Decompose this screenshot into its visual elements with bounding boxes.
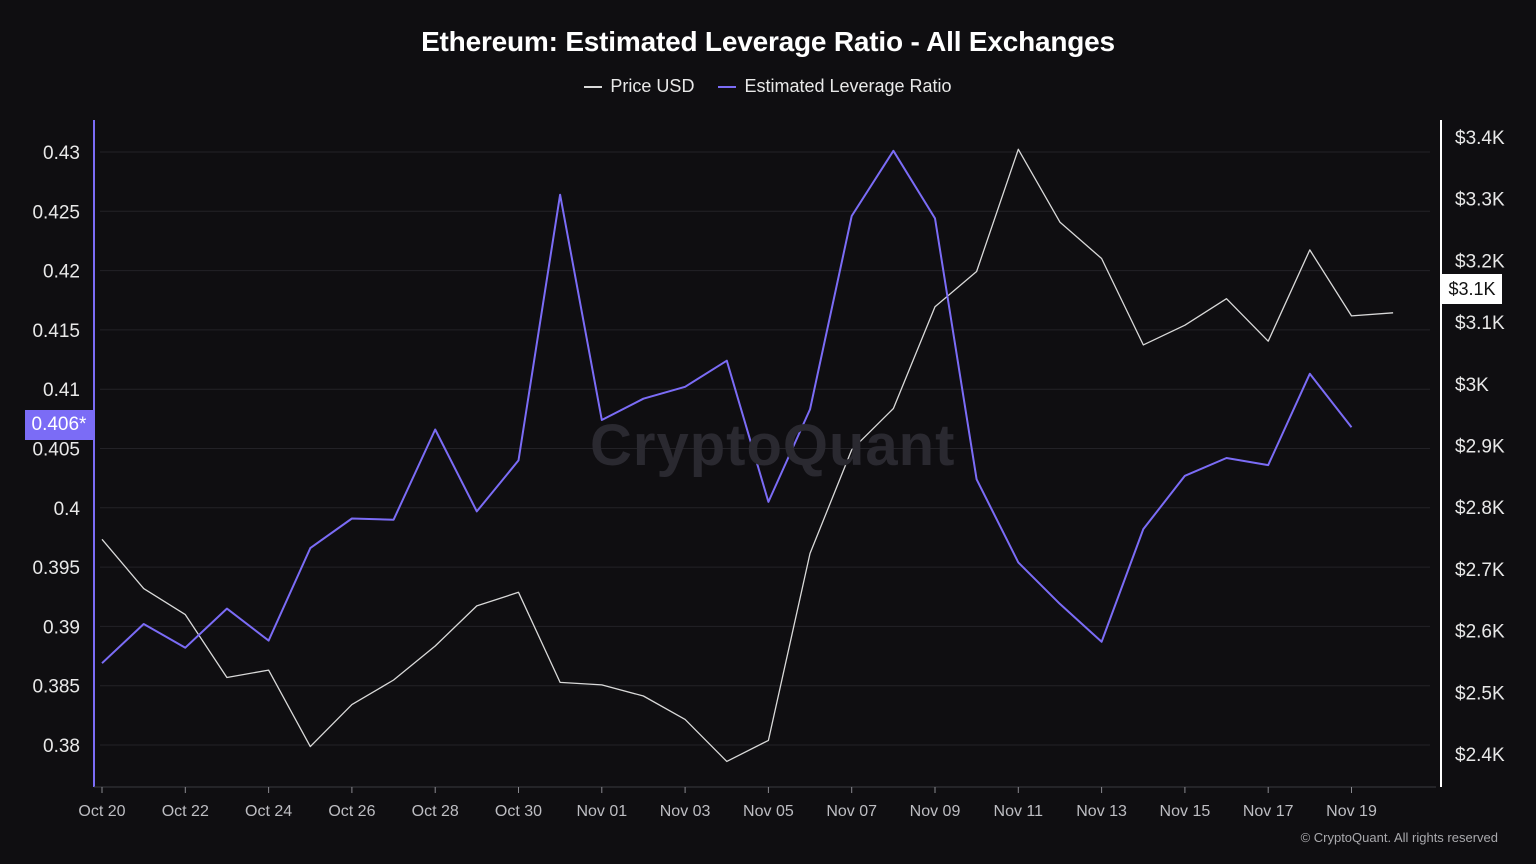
legend-label-leverage: Estimated Leverage Ratio xyxy=(744,76,952,96)
right-tick-label: $3.2K xyxy=(1455,251,1505,272)
x-tick-label: Nov 03 xyxy=(660,803,711,820)
right-tick-label: $3.1K xyxy=(1455,313,1505,334)
x-tick-label: Oct 24 xyxy=(245,803,292,820)
left-axis-current-value-tag: 0.406* xyxy=(25,410,93,440)
x-tick-label: Nov 01 xyxy=(576,803,627,820)
left-tick-label: 0.405 xyxy=(32,440,80,461)
chart-title: Ethereum: Estimated Leverage Ratio - All… xyxy=(421,26,1115,57)
watermark: CryptoQuant xyxy=(590,413,956,478)
x-tick-label: Nov 11 xyxy=(994,803,1044,820)
legend-swatch-price xyxy=(584,85,603,88)
legend-label-price: Price USD xyxy=(610,76,695,96)
x-tick-label: Nov 17 xyxy=(1243,803,1294,820)
right-tick-label: $2.6K xyxy=(1455,622,1505,643)
left-tick-label: 0.42 xyxy=(43,262,80,283)
x-tick-label: Nov 05 xyxy=(743,803,794,820)
right-tick-label: $2.7K xyxy=(1455,560,1505,581)
left-tick-label: 0.39 xyxy=(43,617,80,638)
series-lines xyxy=(101,148,1394,763)
right-axis-tick-labels: $2.4K $2.5K $2.6K $2.7K $2.8K $2.9K $3K $3.1K $3… xyxy=(1455,128,1505,766)
right-tick-label: $3.4K xyxy=(1455,128,1505,149)
x-axis-tick-labels: Oct 20 Oct 22 Oct 24 Oct 26 Oct 28 Oct 30 Nov … xyxy=(78,787,1377,820)
left-tick-label: 0.385 xyxy=(32,677,80,698)
series-line-estimated-leverage-ratio xyxy=(101,149,1353,664)
x-tick-label: Oct 28 xyxy=(412,803,459,820)
left-tick-label: 0.395 xyxy=(32,558,80,579)
left-tick-label: 0.43 xyxy=(43,143,80,164)
left-tick-label: 0.41 xyxy=(43,380,80,401)
x-tick-label: Oct 26 xyxy=(328,803,375,820)
left-tick-label: 0.425 xyxy=(32,202,80,223)
legend: Price USD Estimated Leverage Ratio xyxy=(0,76,1536,97)
right-tick-label: $2.4K xyxy=(1455,745,1505,766)
x-tick-label: Nov 19 xyxy=(1326,803,1377,820)
x-tick-label: Oct 20 xyxy=(78,803,125,820)
right-tick-label: $3K xyxy=(1455,375,1489,396)
right-tick-label: $3.3K xyxy=(1455,190,1505,211)
x-tick-label: Oct 30 xyxy=(495,803,542,820)
right-tick-label: $2.5K xyxy=(1455,683,1505,704)
legend-item-price[interactable]: Price USD xyxy=(584,76,694,97)
axes xyxy=(93,120,1442,788)
left-tick-label: 0.415 xyxy=(32,321,80,342)
x-tick-label: Nov 15 xyxy=(1160,803,1211,820)
left-tick-label: 0.4 xyxy=(54,499,81,520)
legend-item-leverage[interactable]: Estimated Leverage Ratio xyxy=(718,76,952,97)
left-axis-tick-labels: 0.38 0.385 0.39 0.395 0.4 0.405 0.41 0.415 0.42 0… xyxy=(32,143,80,757)
x-tick-label: Oct 22 xyxy=(162,803,209,820)
gridlines xyxy=(100,151,1430,746)
x-tick-label: Nov 09 xyxy=(910,803,961,820)
right-tick-label: $2.8K xyxy=(1455,498,1505,519)
right-tick-label: $2.9K xyxy=(1455,437,1505,458)
copyright-notice: © CryptoQuant. All rights reserved xyxy=(1300,830,1498,845)
left-tick-label: 0.38 xyxy=(43,736,80,757)
legend-swatch-leverage xyxy=(718,85,737,88)
x-tick-label: Nov 13 xyxy=(1076,803,1127,820)
x-tick-label: Nov 07 xyxy=(826,803,877,820)
series-line-price-usd xyxy=(101,148,1394,763)
right-axis-current-value-tag: $3.1K xyxy=(1442,274,1502,304)
